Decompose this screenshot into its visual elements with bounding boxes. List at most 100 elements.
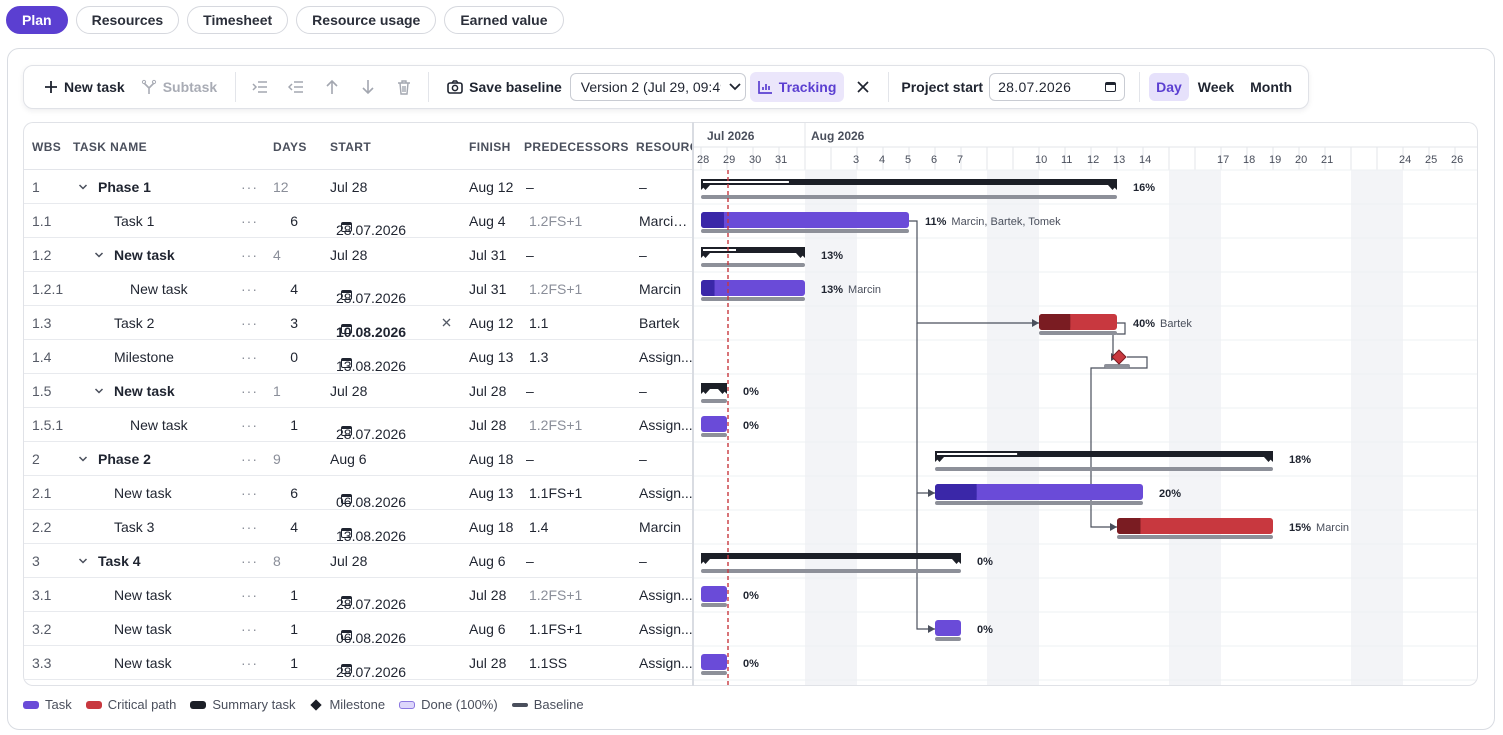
task-name-cell[interactable]: Task 1: [114, 213, 155, 229]
days-cell[interactable]: 6: [290, 213, 298, 229]
calendar-icon[interactable]: [341, 290, 352, 300]
summary-bar[interactable]: 0%: [701, 553, 993, 573]
table-row[interactable]: 3.1 New task ··· 1 28.07.2026 Jul 28 1.2FS+1 As…: [24, 578, 693, 612]
days-cell[interactable]: 4: [290, 519, 298, 535]
close-tracking-button[interactable]: [844, 72, 882, 102]
task-bar[interactable]: 13% Marcin: [701, 280, 881, 301]
tab-timesheet[interactable]: Timesheet: [187, 6, 289, 34]
days-cell[interactable]: 9: [273, 451, 281, 467]
calendar-icon[interactable]: [341, 358, 352, 368]
predecessors-cell[interactable]: 1.3: [529, 349, 549, 365]
project-start-input[interactable]: 28.07.2026: [989, 73, 1126, 101]
task-name-cell[interactable]: New task: [114, 587, 172, 603]
predecessors-cell[interactable]: 1.2FS+1: [529, 587, 583, 603]
table-row[interactable]: 3.2 New task ··· 1 06.08.2026 Aug 6 1.1FS+1 Ass…: [24, 612, 693, 646]
indent-button[interactable]: [242, 72, 278, 102]
bar-body[interactable]: [1117, 518, 1273, 534]
critical-bar[interactable]: 40% Bartek: [1039, 314, 1192, 335]
row-menu-button[interactable]: ···: [241, 349, 258, 365]
calendar-icon[interactable]: [341, 528, 352, 538]
task-name-cell[interactable]: New task: [130, 417, 188, 433]
table-row[interactable]: 1.5.1 New task ··· 1 28.07.2026 Jul 28 1.2FS+1…: [24, 408, 693, 442]
row-menu-button[interactable]: ···: [241, 247, 258, 263]
bar-body[interactable]: [935, 484, 1143, 500]
task-bar[interactable]: 0%: [935, 620, 993, 641]
row-menu-button[interactable]: ···: [241, 417, 258, 433]
resources-cell[interactable]: Assign...: [639, 655, 693, 671]
collapse-toggle[interactable]: [94, 246, 104, 262]
task-name-cell[interactable]: New task: [130, 281, 188, 297]
resources-cell[interactable]: –: [639, 247, 647, 263]
outdent-button[interactable]: [278, 72, 314, 102]
summary-bar[interactable]: 13%: [701, 247, 843, 267]
subtask-button[interactable]: Subtask: [133, 72, 225, 102]
bar-body[interactable]: [935, 620, 961, 636]
resources-cell[interactable]: Assign...: [639, 485, 693, 501]
row-menu-button[interactable]: ···: [241, 281, 258, 297]
row-menu-button[interactable]: ···: [241, 621, 258, 637]
collapse-toggle[interactable]: [78, 552, 88, 568]
resources-cell[interactable]: Assign...: [639, 417, 693, 433]
table-row[interactable]: 2 Phase 2 ··· 9 Aug 6 Aug 18– –: [24, 442, 693, 476]
task-name-cell[interactable]: Task 4: [98, 553, 141, 569]
critical-bar[interactable]: 15% Marcin: [1117, 518, 1349, 539]
table-row[interactable]: 3.3 New task ··· 1 28.07.2026 Jul 28 1.1SS Assi…: [24, 646, 693, 680]
predecessors-cell[interactable]: 1.1: [529, 315, 549, 331]
tab-earned-value[interactable]: Earned value: [444, 6, 564, 34]
task-name-cell[interactable]: Task 2: [114, 315, 155, 331]
row-menu-button[interactable]: ···: [241, 315, 258, 331]
resources-cell[interactable]: –: [639, 451, 647, 467]
task-name-cell[interactable]: New task: [114, 485, 172, 501]
tracking-toggle[interactable]: Tracking: [749, 72, 845, 102]
days-cell[interactable]: 3: [290, 315, 298, 331]
bar-body[interactable]: [701, 586, 727, 602]
task-name-cell[interactable]: Task 3: [114, 519, 155, 535]
row-menu-button[interactable]: ···: [241, 383, 258, 399]
task-name-cell[interactable]: New task: [114, 247, 175, 263]
task-bar[interactable]: 20%: [935, 484, 1181, 505]
predecessors-cell[interactable]: –: [526, 179, 534, 195]
row-menu-button[interactable]: ···: [241, 179, 258, 195]
bar-body[interactable]: [701, 654, 727, 670]
table-row[interactable]: 2.2 Task 3 ··· 4 13.08.2026 Aug 18 1.4 Marcin: [24, 510, 693, 544]
header-predecessors[interactable]: PREDECESSORS: [524, 140, 629, 154]
baseline-version-select[interactable]: Version 2 (Jul 29, 09:49): [569, 73, 746, 101]
pane-splitter[interactable]: [692, 122, 694, 686]
milestone-diamond[interactable]: [1111, 349, 1127, 365]
days-cell[interactable]: 1: [290, 587, 298, 603]
row-menu-button[interactable]: ···: [241, 451, 258, 467]
resources-cell[interactable]: Assign...: [639, 587, 693, 603]
predecessors-cell[interactable]: 1.4: [529, 519, 549, 535]
clear-date-button[interactable]: [442, 314, 451, 330]
table-row[interactable]: 1.1 Task 1 ··· 6 28.07.2026 Aug 4 1.2FS+1 Marci…: [24, 204, 693, 238]
tab-resource-usage[interactable]: Resource usage: [296, 6, 437, 34]
task-name-cell[interactable]: New task: [114, 383, 175, 399]
summary-bar[interactable]: 16%: [701, 179, 1155, 199]
bar-body[interactable]: [701, 416, 727, 432]
task-name-cell[interactable]: New task: [114, 655, 172, 671]
table-row[interactable]: 1.3 Task 2 ··· 3 10.08.2026 Aug 12 1.1 Bartek: [24, 306, 693, 340]
task-bar[interactable]: 11% Marcin, Bartek, Tomek: [701, 212, 1061, 233]
predecessors-cell[interactable]: –: [526, 553, 534, 569]
calendar-icon[interactable]: [341, 630, 352, 640]
days-cell[interactable]: 4: [290, 281, 298, 297]
row-menu-button[interactable]: ···: [241, 519, 258, 535]
resources-cell[interactable]: Marcin, Bartek, Tomek: [639, 213, 693, 229]
row-menu-button[interactable]: ···: [241, 553, 258, 569]
row-menu-button[interactable]: ···: [241, 485, 258, 501]
days-cell[interactable]: 1: [273, 383, 281, 399]
days-cell[interactable]: 1: [290, 621, 298, 637]
days-cell[interactable]: 6: [290, 485, 298, 501]
predecessors-cell[interactable]: –: [526, 451, 534, 467]
resources-cell[interactable]: Marcin: [639, 519, 682, 535]
collapse-toggle[interactable]: [78, 178, 88, 194]
tab-plan[interactable]: Plan: [6, 6, 68, 34]
bar-body[interactable]: [701, 212, 909, 228]
summary-bar[interactable]: 18%: [935, 451, 1311, 471]
zoom-day-button[interactable]: Day: [1149, 73, 1189, 101]
table-row[interactable]: 1.5 New task ··· 1 Jul 28 Jul 28 – –: [24, 374, 693, 408]
resources-cell[interactable]: Assign...: [639, 621, 693, 637]
table-row[interactable]: 2.1 New task ··· 6 06.08.2026 Aug 13 1.1FS+1 As…: [24, 476, 693, 510]
days-cell[interactable]: 12: [273, 179, 289, 195]
predecessors-cell[interactable]: 1.1FS+1: [529, 485, 583, 501]
